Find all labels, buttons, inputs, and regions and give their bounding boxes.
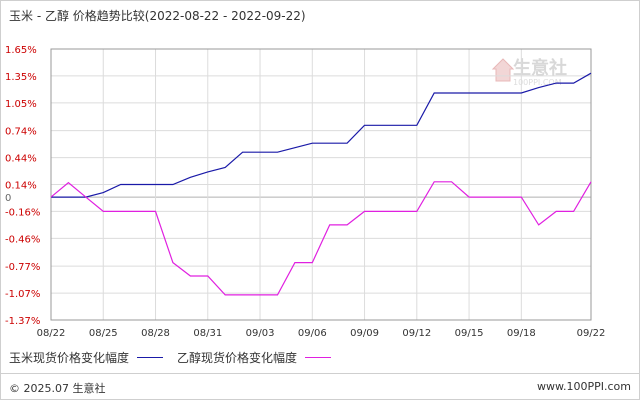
y-tick-label: 0.14% — [5, 181, 37, 192]
legend-label-corn: 玉米现货价格变化幅度 — [9, 351, 130, 365]
x-tick-label: 08/28 — [141, 328, 170, 339]
y-tick-label: 1.35% — [5, 72, 37, 83]
y-tick-label: -0.16% — [5, 207, 40, 218]
x-tick-label: 08/22 — [37, 328, 66, 339]
x-tick-label: 09/15 — [455, 328, 484, 339]
chart-title: 玉米 - 乙醇 价格趋势比较(2022-08-22 - 2022-09-22) — [9, 9, 306, 23]
x-tick-label: 09/22 — [577, 328, 606, 339]
y-tick-label: -1.37% — [5, 316, 40, 327]
x-tick-label: 08/31 — [193, 328, 222, 339]
watermark-text: 生意社 — [513, 57, 567, 79]
y-tick-label: -1.07% — [5, 289, 40, 300]
legend-label-ethanol: 乙醇现货价格变化幅度 — [177, 351, 298, 365]
footer-copyright: © 2025.07 生意社 — [9, 382, 106, 395]
legend-swatch-corn — [137, 357, 164, 358]
watermark-subtext: 100PPI.COM — [513, 78, 562, 87]
series-lines — [50, 72, 592, 296]
footer-site-link[interactable]: www.100PPI.com — [537, 380, 631, 393]
x-tick-label: 09/12 — [402, 328, 431, 339]
footer-divider — [1, 373, 639, 374]
x-tick-label: 09/18 — [507, 328, 536, 339]
house-logo-icon — [491, 58, 515, 82]
y-tick-label: -0.77% — [5, 262, 40, 273]
x-tick-label: 08/25 — [89, 328, 118, 339]
x-tick-label: 09/09 — [350, 328, 379, 339]
y-tick-labels: 1.65% 1.35% 1.05% 0.74% 0.44% 0.14%0 -0.16% -0.… — [5, 45, 40, 327]
x-tick-label: 09/06 — [298, 328, 327, 339]
legend: 玉米现货价格变化幅度 乙醇现货价格变化幅度 — [9, 349, 345, 366]
axes — [50, 48, 592, 321]
y-tick-label: 0.44% — [5, 154, 37, 165]
y-tick-label: 0.74% — [5, 127, 37, 138]
legend-swatch-ethanol — [305, 357, 332, 358]
x-tick-label: 09/03 — [246, 328, 275, 339]
y-tick-label: 1.05% — [5, 99, 37, 110]
x-tick-labels: 08/22 08/25 08/28 08/31 09/03 09/06 09/09 09/12… — [37, 328, 606, 339]
plot-area-border — [50, 48, 592, 321]
y-tick-label: -0.46% — [5, 234, 40, 245]
legend-item-ethanol: 乙醇现货价格变化幅度 — [177, 349, 332, 366]
y-tick-label: 1.65% — [5, 45, 37, 56]
series-line-ethanol — [50, 181, 592, 296]
series-line-corn — [51, 72, 592, 198]
y-tick-label: 0 — [5, 193, 11, 204]
legend-item-corn: 玉米现货价格变化幅度 — [9, 349, 164, 366]
